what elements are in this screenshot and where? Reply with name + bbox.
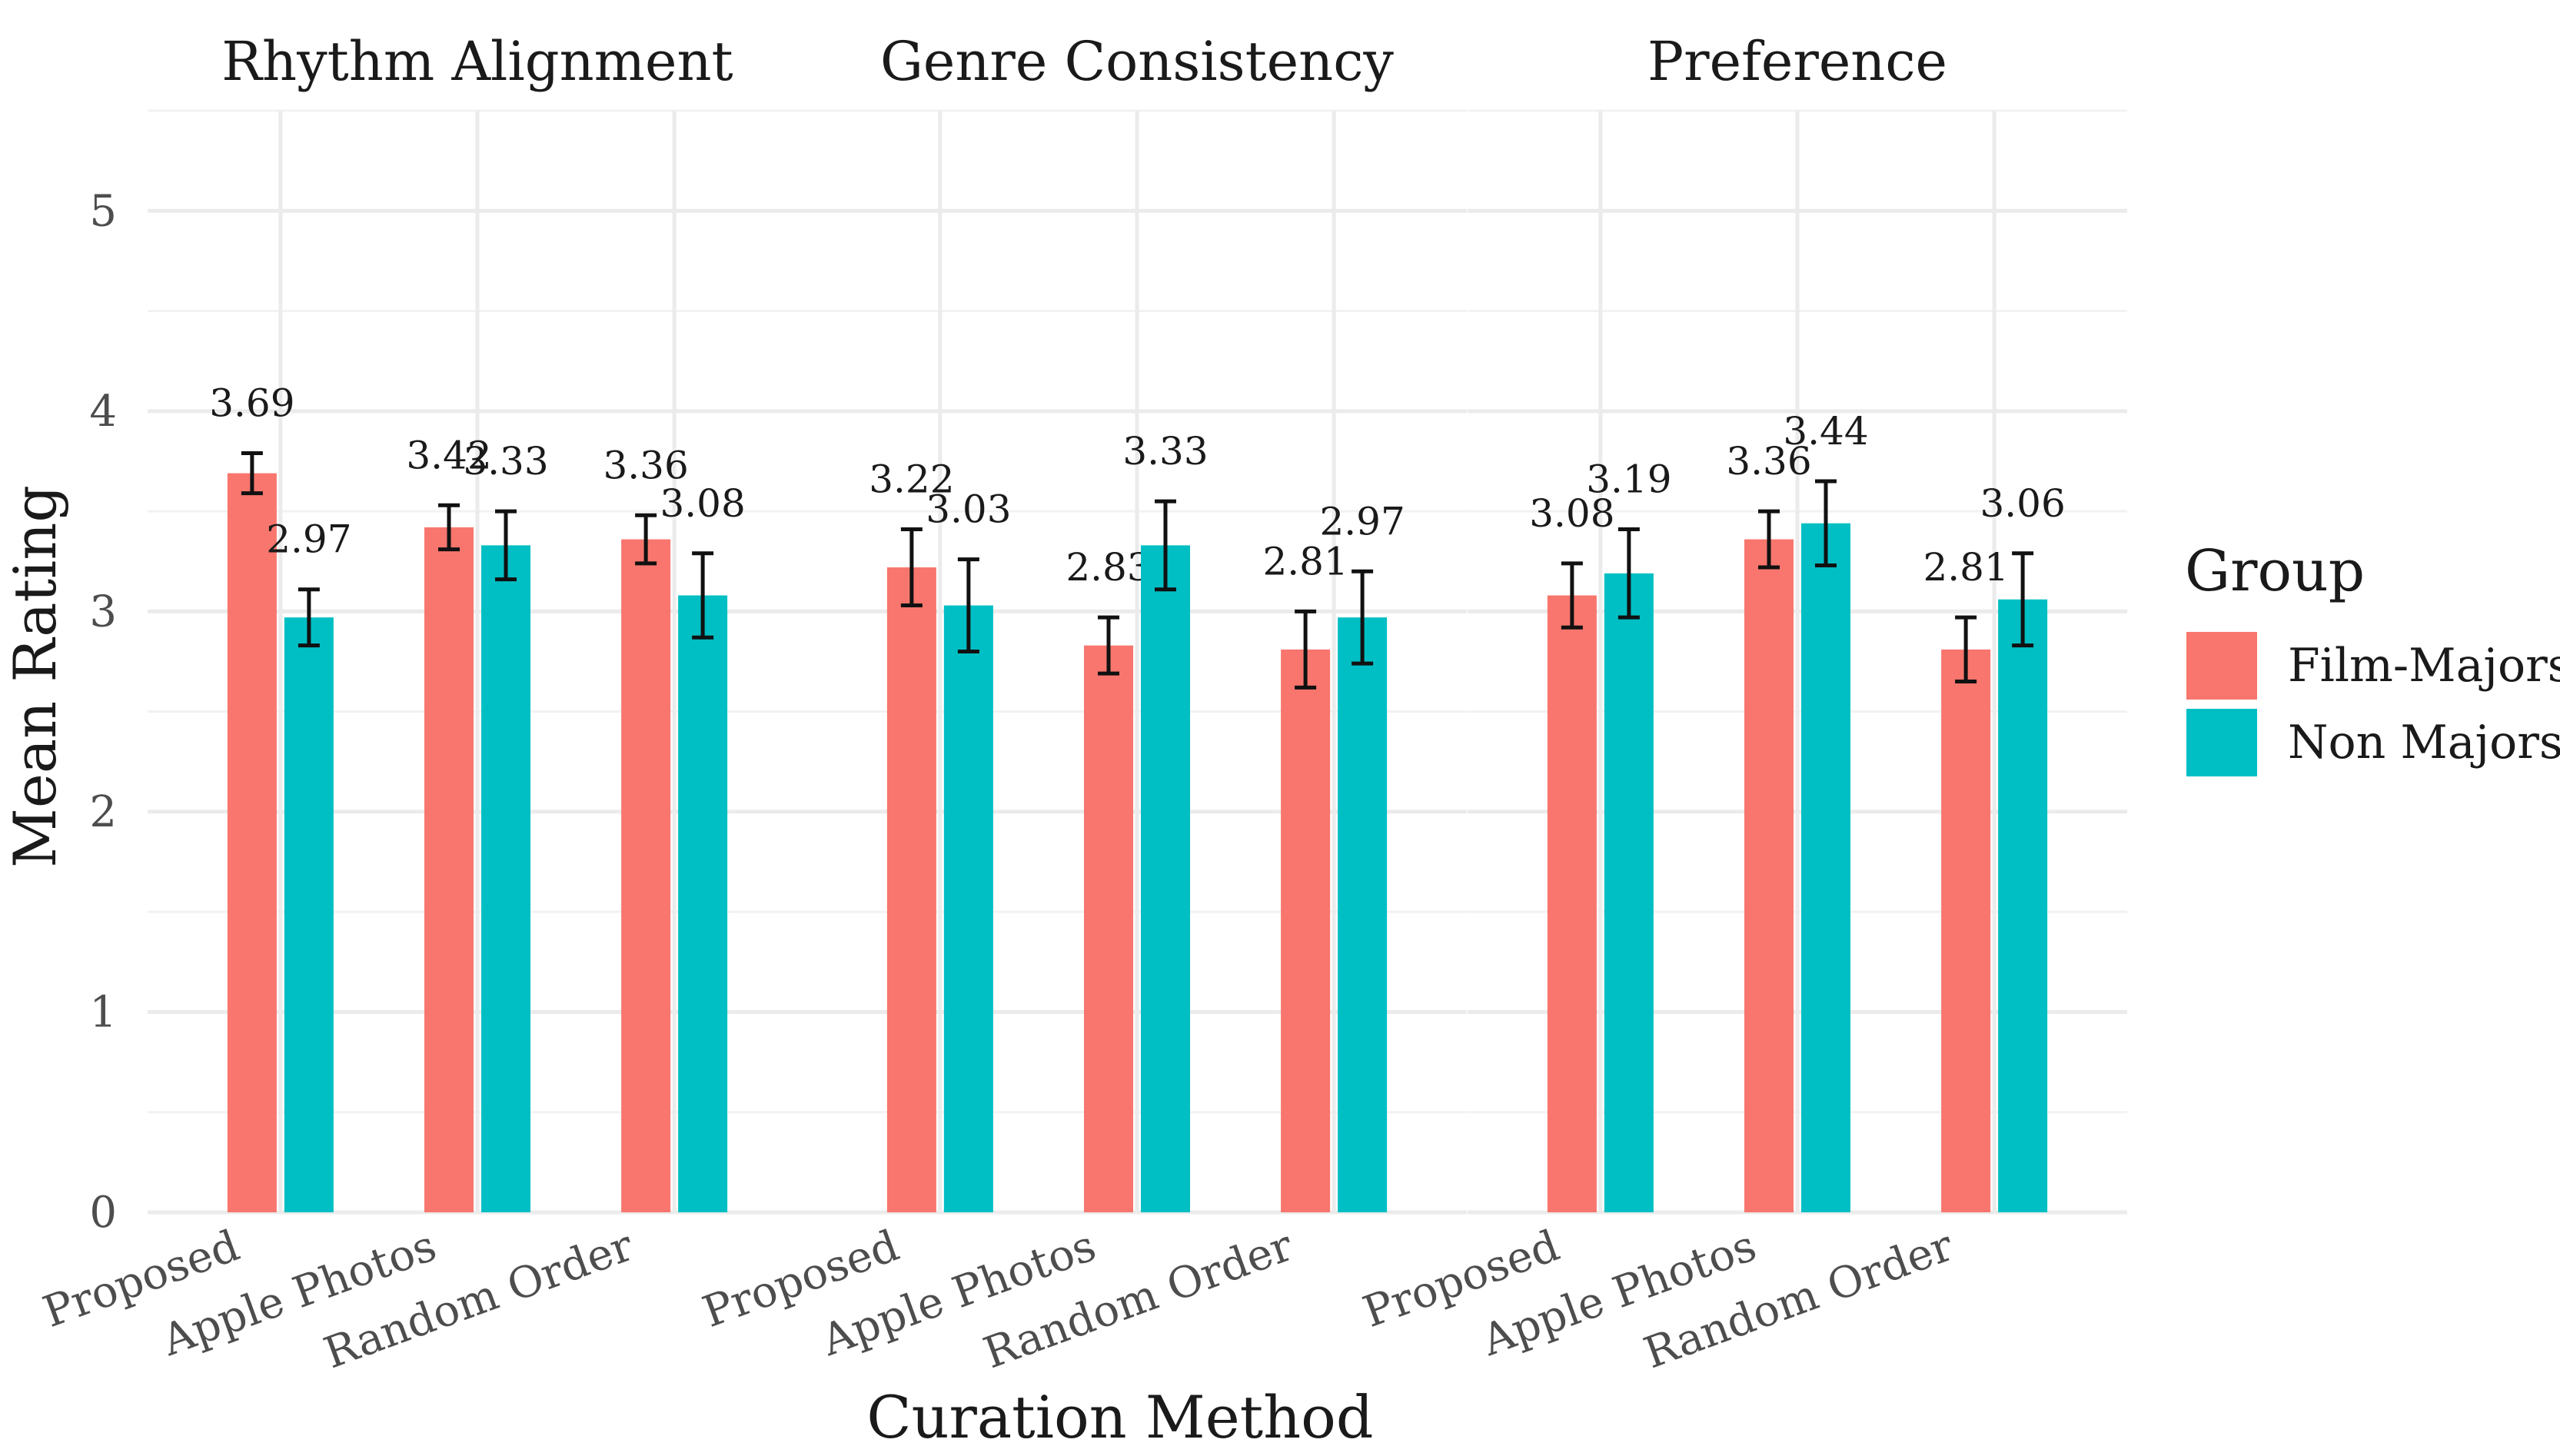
panel-genre-consistency: 3.22 2.83 2.81 3.03 3.33 2.97 Genre Consistenc… <box>697 30 1467 1378</box>
panels-layer: 3.69 3.42 3.36 2.97 3.33 3.08 Rhythm Alignment… <box>37 30 2127 1378</box>
data-label: 3.42 <box>406 433 491 477</box>
bar-non-majors-apple-photos <box>481 545 530 1212</box>
data-label: 3.19 <box>1586 457 1671 502</box>
legend-label-film-majors: Film-Majors <box>2288 639 2560 693</box>
error-bar <box>900 527 923 608</box>
bar-film-majors-proposed <box>886 567 936 1212</box>
error-bar <box>1955 615 1977 684</box>
error-bar <box>438 503 460 552</box>
data-label: 3.03 <box>926 487 1011 532</box>
data-label: 3.22 <box>869 457 954 502</box>
legend: Group Film-Majors Non Majors <box>2185 538 2560 776</box>
data-label: 2.81 <box>1923 545 2008 590</box>
panel-title: Preference <box>1647 30 1947 93</box>
error-bar <box>1758 509 1780 570</box>
error-bar <box>1155 499 1176 592</box>
bar-non-majors-proposed <box>1604 573 1654 1212</box>
data-label: 3.36 <box>603 443 688 487</box>
y-axis-ticks: 0 1 2 3 4 5 <box>89 186 117 1238</box>
data-label: 3.06 <box>1980 481 2065 526</box>
y-tick-label: 1 <box>89 987 117 1037</box>
y-tick-label: 4 <box>89 387 117 437</box>
data-label: 3.36 <box>1726 439 1811 484</box>
y-tick-label: 3 <box>89 587 117 637</box>
data-label: 2.97 <box>266 517 351 562</box>
error-bar <box>241 451 263 496</box>
bar-film-majors-proposed <box>1547 595 1597 1212</box>
panel-rhythm-alignment: 3.69 3.42 3.36 2.97 3.33 3.08 Rhythm Alignment… <box>37 30 807 1378</box>
bar-film-majors-random-order <box>621 539 671 1212</box>
legend-swatch-non-majors <box>2186 709 2257 776</box>
legend-title: Group <box>2185 538 2365 604</box>
bar-non-majors-apple-photos <box>1801 523 1850 1212</box>
error-bar <box>298 587 320 648</box>
error-bar <box>495 509 517 582</box>
bar-film-majors-random-order <box>1281 649 1331 1212</box>
error-bar <box>1617 527 1640 620</box>
panel-title: Genre Consistency <box>880 30 1394 93</box>
panel-preference: 3.083.362.813.193.443.06PreferencePropos… <box>1357 30 2127 1378</box>
data-label: 3.33 <box>1122 429 1208 474</box>
data-label: 2.83 <box>1066 545 1151 590</box>
data-label: 3.08 <box>1529 491 1614 536</box>
error-bar <box>692 551 714 640</box>
bar-film-majors-apple-photos <box>1084 645 1133 1212</box>
bar-film-majors-random-order <box>1941 649 1991 1212</box>
data-label: 2.97 <box>1319 499 1405 544</box>
data-label: 3.08 <box>660 481 745 526</box>
bar-film-majors-apple-photos <box>1744 539 1794 1212</box>
error-bar <box>2012 551 2034 648</box>
data-label: 3.69 <box>209 381 294 426</box>
bar-non-majors-proposed <box>284 617 334 1212</box>
legend-label-non-majors: Non Majors <box>2288 716 2560 770</box>
bar-non-majors-random-order <box>1338 617 1388 1212</box>
y-axis-label: Mean Rating <box>1 485 69 868</box>
legend-swatch-film-majors <box>2186 632 2257 700</box>
bar-non-majors-proposed <box>943 605 993 1212</box>
bar-non-majors-random-order <box>1998 599 2048 1212</box>
error-bar <box>1295 609 1317 690</box>
error-bar <box>1098 615 1119 676</box>
y-tick-label: 5 <box>89 186 117 236</box>
bar-film-majors-apple-photos <box>424 527 474 1212</box>
error-bar <box>1815 479 1837 567</box>
error-bar <box>957 557 979 653</box>
bar-film-majors-proposed <box>227 473 277 1212</box>
data-label: 3.44 <box>1783 409 1868 454</box>
y-tick-label: 2 <box>89 787 117 837</box>
error-bar <box>635 513 657 566</box>
y-tick-label: 0 <box>89 1188 117 1238</box>
data-label: 3.33 <box>463 439 548 484</box>
x-axis-label: Curation Method <box>866 1383 1373 1451</box>
error-bar <box>1351 569 1374 666</box>
bar-non-majors-random-order <box>678 595 728 1212</box>
error-bar <box>1561 561 1583 630</box>
panel-title: Rhythm Alignment <box>221 30 733 93</box>
bar-non-majors-apple-photos <box>1141 545 1190 1212</box>
data-label: 2.81 <box>1262 539 1348 583</box>
